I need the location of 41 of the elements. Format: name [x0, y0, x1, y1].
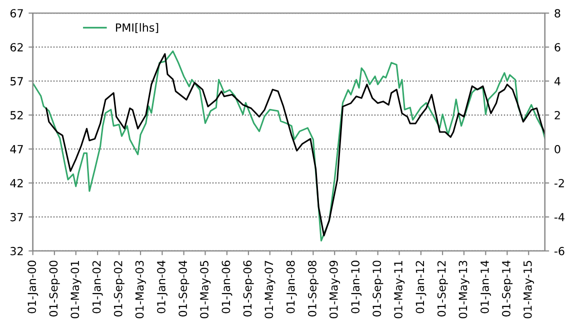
x-tick-label: 01-Jan-08 [286, 260, 297, 314]
y2-tick-label: -6 [554, 246, 564, 256]
y-tick-label: 57 [10, 77, 23, 86]
x-tick-label: 01-Jan-10 [351, 260, 362, 314]
y2-tick-label: 2 [554, 111, 560, 120]
legend-label: PMI[lhs] [116, 23, 158, 34]
y-tick-label: 67 [10, 9, 23, 18]
y2-tick-label: -2 [554, 178, 564, 188]
y-tick-label: 32 [10, 246, 23, 256]
x-tick-label: 01-Jan-14 [480, 260, 491, 314]
x-tick-label: 01-Jan-00 [28, 260, 38, 314]
y2-tick-label: 0 [554, 144, 560, 154]
y-tick-label: 47 [10, 145, 23, 154]
x-tick-label: 01-Jan-06 [222, 260, 232, 314]
x-tick-label: 01-Sep-10 [372, 260, 384, 316]
x-tick-label: 01-May-13 [458, 260, 470, 318]
y-tick-label: 37 [10, 212, 23, 222]
x-tick-label: 01-Sep-14 [502, 260, 513, 316]
x-tick-label: 01-May-15 [523, 260, 534, 318]
x-tick-label: 01-May-11 [394, 260, 405, 318]
y2-tick-label: -4 [554, 213, 564, 222]
x-tick-label: 01-May-07 [264, 260, 276, 318]
x-tick-label: 01-Sep-06 [243, 260, 254, 316]
y2-tick-label: 4 [554, 77, 560, 86]
x-tick-label: 01-Jan-12 [416, 261, 426, 314]
x-tick-label: 01-Jan-02 [92, 261, 103, 314]
x-tick-label: 01-Jan-04 [157, 260, 168, 314]
x-tick-label: 01-May-09 [329, 260, 340, 318]
x-tick-label: 01-Sep-04 [178, 260, 190, 316]
y2-tick-label: 6 [554, 43, 560, 52]
x-tick-label: 01-May-05 [200, 260, 211, 318]
x-tick-label: 01-Sep-08 [308, 260, 319, 316]
x-tick-label: 01-Sep-02 [114, 261, 124, 316]
x-tick-label: 01-May-01 [70, 260, 82, 318]
y-tick-label: 42 [10, 178, 23, 188]
x-tick-label: 01-Sep-00 [49, 260, 60, 316]
x-tick-label: 01-Sep-12 [437, 261, 448, 316]
x-tick-label: 01-May-03 [135, 260, 146, 318]
y-tick-label: 52 [10, 111, 23, 120]
y-tick-label: 62 [10, 43, 23, 52]
y2-tick-label: 8 [554, 9, 560, 18]
